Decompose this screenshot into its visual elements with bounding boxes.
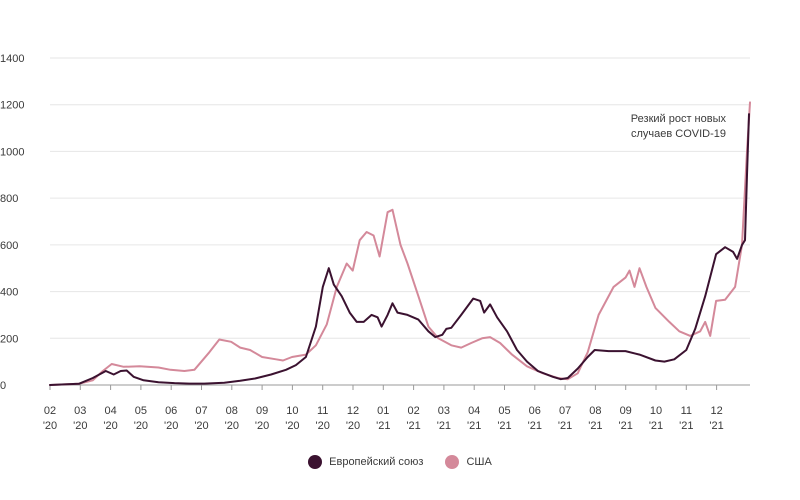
chart-svg: 0 200 400 600 800 1000 1200 1400 02 '20 03 '20 04 '2… bbox=[0, 53, 751, 432]
y-tick-label: 0 bbox=[0, 380, 6, 392]
y-tick-label: 800 bbox=[0, 193, 18, 205]
y-tick-label: 1400 bbox=[0, 53, 24, 65]
x-tick-year: '20 bbox=[225, 420, 239, 432]
x-tick-year: '20 bbox=[255, 420, 269, 432]
x-tick-year: '21 bbox=[558, 420, 572, 432]
y-tick-label: 1200 bbox=[0, 100, 24, 112]
x-tick-month: 04 bbox=[468, 405, 480, 417]
x-tick-month: 03 bbox=[438, 405, 450, 417]
x-tick-year: '21 bbox=[437, 420, 451, 432]
x-tick-month: 01 bbox=[377, 405, 389, 417]
y-tick-label: 1000 bbox=[0, 146, 24, 158]
chart-grid bbox=[50, 57, 750, 339]
series-line-eu bbox=[49, 113, 750, 386]
x-tick-year: '21 bbox=[649, 420, 663, 432]
y-tick-label: 200 bbox=[0, 333, 18, 345]
legend-label-us: США bbox=[466, 456, 492, 468]
x-tick-year: '20 bbox=[316, 420, 330, 432]
x-tick-year: '21 bbox=[619, 420, 633, 432]
x-tick-year: '21 bbox=[376, 420, 390, 432]
x-tick-month: 02 bbox=[44, 405, 56, 417]
x-tick-month: 02 bbox=[407, 405, 419, 417]
x-tick-year: '20 bbox=[285, 420, 299, 432]
legend-label-eu: Европейский союз bbox=[329, 456, 424, 468]
series-group bbox=[49, 101, 751, 386]
x-tick-month: 09 bbox=[256, 405, 268, 417]
x-tick-month: 06 bbox=[165, 405, 177, 417]
y-tick-label: 400 bbox=[0, 287, 18, 299]
legend-item-us: США bbox=[445, 455, 492, 469]
x-tick-year: '21 bbox=[406, 420, 420, 432]
x-tick-year: '20 bbox=[164, 420, 178, 432]
x-tick-month: 07 bbox=[195, 405, 207, 417]
x-tick-month: 12 bbox=[347, 405, 359, 417]
x-tick-year: '20 bbox=[103, 420, 117, 432]
annotation-line-1: Резкий рост новых bbox=[631, 113, 727, 125]
y-tick-label: 600 bbox=[0, 240, 18, 252]
x-tick-year: '21 bbox=[528, 420, 542, 432]
x-tick-month: 09 bbox=[620, 405, 632, 417]
x-tick-month: 08 bbox=[589, 405, 601, 417]
x-tick-year: '20 bbox=[134, 420, 148, 432]
x-tick-month: 10 bbox=[650, 405, 662, 417]
legend-swatch-us bbox=[445, 455, 460, 469]
x-tick-year: '20 bbox=[194, 420, 208, 432]
legend-swatch-eu bbox=[308, 455, 323, 469]
series-line-us bbox=[49, 101, 751, 386]
x-tick-month: 07 bbox=[559, 405, 571, 417]
y-axis: 0 200 400 600 800 1000 1200 1400 bbox=[0, 53, 24, 392]
x-tick-year: '21 bbox=[588, 420, 602, 432]
x-tick-month: 05 bbox=[135, 405, 147, 417]
annotation-line-2: случаев COVID-19 bbox=[631, 128, 726, 140]
x-tick-year: '20 bbox=[73, 420, 87, 432]
x-tick-month: 08 bbox=[226, 405, 238, 417]
x-tick-month: 10 bbox=[286, 405, 298, 417]
x-tick-month: 12 bbox=[710, 405, 722, 417]
x-tick-year: '20 bbox=[43, 420, 57, 432]
legend: Европейский союз США bbox=[0, 455, 800, 469]
x-tick-month: 11 bbox=[681, 405, 692, 417]
x-axis: 02 '20 03 '20 04 '20 05 '20 06 '20 07 '20 08 '20 09 '20… bbox=[43, 385, 724, 432]
x-tick-year: '21 bbox=[497, 420, 511, 432]
x-tick-year: '21 bbox=[679, 420, 693, 432]
x-tick-month: 06 bbox=[529, 405, 541, 417]
legend-item-eu: Европейский союз bbox=[308, 455, 423, 469]
x-tick-year: '21 bbox=[709, 420, 723, 432]
x-tick-month: 05 bbox=[498, 405, 510, 417]
x-tick-year: '20 bbox=[346, 420, 360, 432]
x-tick-year: '21 bbox=[467, 420, 481, 432]
x-tick-month: 04 bbox=[104, 405, 116, 417]
x-tick-month: 03 bbox=[74, 405, 86, 417]
x-tick-month: 11 bbox=[317, 405, 328, 417]
